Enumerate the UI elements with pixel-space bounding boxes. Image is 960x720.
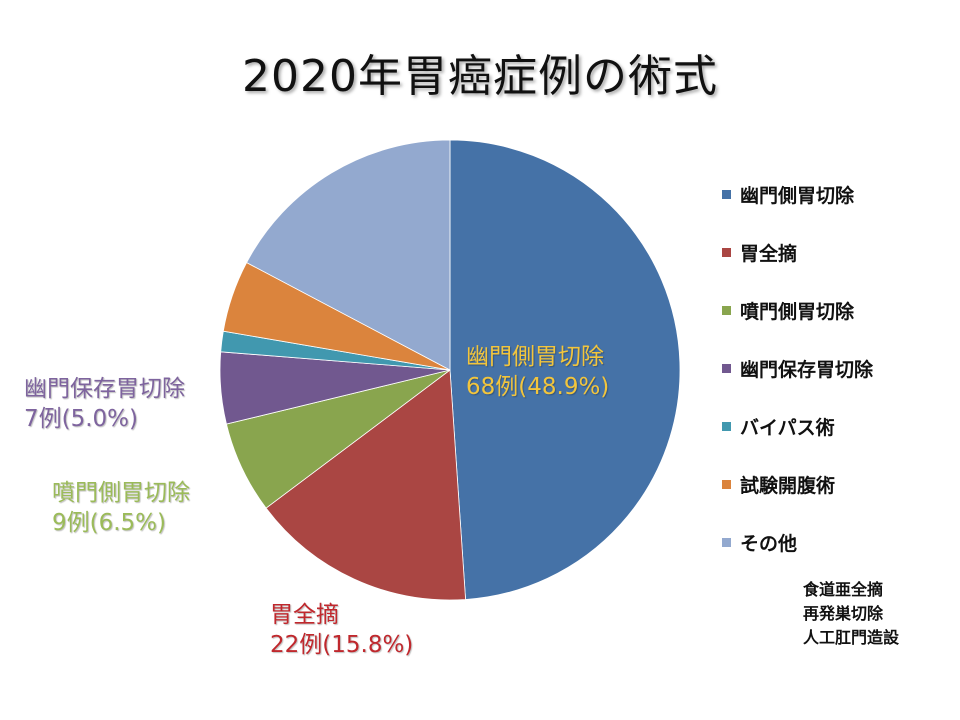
data-label-name: 噴門側胃切除 <box>52 480 190 506</box>
chart-title: 2020年胃癌症例の術式 <box>242 51 718 102</box>
legend-swatch <box>722 421 731 431</box>
data-label-value: 7例(5.0%) <box>24 406 139 432</box>
legend-swatch <box>722 363 731 373</box>
legend-item: 幽門保存胃切除 <box>722 354 873 382</box>
legend-item: バイパス術 <box>722 412 835 440</box>
legend-label: 試験開腹術 <box>740 474 836 497</box>
legend-item: 噴門側胃切除 <box>722 296 854 324</box>
legend-swatch <box>722 537 731 547</box>
data-label-name: 胃全摘 <box>270 602 339 628</box>
legend-swatch <box>722 479 731 489</box>
note-line: 再発巣切除 <box>803 604 884 623</box>
legend-item: 試験開腹術 <box>722 470 835 498</box>
legend-swatch <box>722 247 731 257</box>
note-line: 人工肛門造設 <box>803 628 900 647</box>
data-label-name: 幽門側胃切除 <box>466 344 604 370</box>
data-label-value: 22例(15.8%) <box>270 632 414 658</box>
legend-label: バイパス術 <box>740 416 835 439</box>
legend-label: 幽門保存胃切除 <box>740 358 874 381</box>
legend-label: その他 <box>740 532 798 555</box>
data-label: 幽門側胃切除 68例(48.9%) <box>466 342 609 402</box>
data-label: 胃全摘 22例(15.8%) <box>270 600 413 660</box>
legend-label: 幽門側胃切除 <box>740 184 855 207</box>
data-label: 噴門側胃切除 9例(6.5%) <box>52 478 190 538</box>
legend-swatch <box>722 189 731 199</box>
note-line: 食道亜全摘 <box>803 580 884 599</box>
legend-swatch <box>722 305 731 315</box>
data-label: 幽門保存胃切除 7例(5.0%) <box>24 374 185 434</box>
data-label-value: 9例(6.5%) <box>52 510 167 536</box>
other-note: 食道亜全摘 再発巣切除 人工肛門造設 <box>803 578 899 650</box>
legend-label: 噴門側胃切除 <box>740 300 855 323</box>
data-label-value: 68例(48.9%) <box>466 374 610 400</box>
pie-slice <box>449 139 681 600</box>
legend-item: 幽門側胃切除 <box>722 180 854 208</box>
pie-slice <box>265 369 467 601</box>
data-label-name: 幽門保存胃切除 <box>24 376 185 402</box>
pie-slice <box>246 139 451 371</box>
legend-item: 胃全摘 <box>722 238 797 266</box>
legend-item: その他 <box>722 528 797 556</box>
legend-label: 胃全摘 <box>740 242 798 265</box>
